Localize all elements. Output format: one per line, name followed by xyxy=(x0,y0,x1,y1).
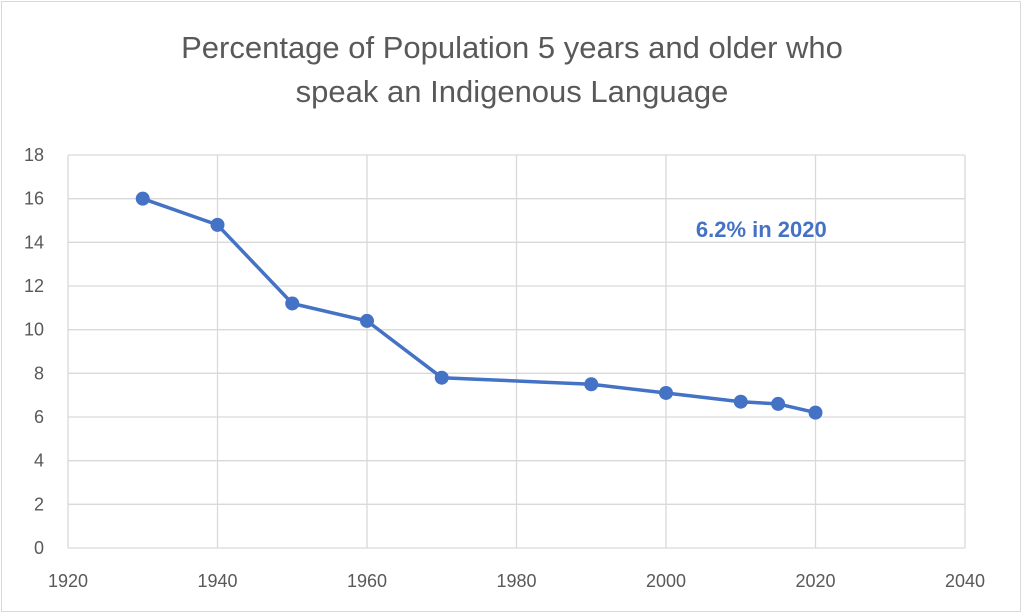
data-point xyxy=(808,405,823,420)
y-tick-label: 16 xyxy=(24,189,44,209)
data-point xyxy=(733,394,748,409)
y-tick-label: 4 xyxy=(34,451,44,471)
data-point xyxy=(434,370,449,385)
y-tick-label: 0 xyxy=(34,538,44,558)
chart-title-line-1: Percentage of Population 5 years and old… xyxy=(181,30,843,65)
x-tick-label: 2040 xyxy=(945,571,985,591)
y-tick-label: 10 xyxy=(24,320,44,340)
y-tick-label: 2 xyxy=(34,494,44,514)
annotations: 6.2% in 2020 xyxy=(696,217,827,242)
series-line xyxy=(142,197,816,415)
chart-title-line-2: speak an Indigenous Language xyxy=(295,74,729,109)
y-tick-label: 18 xyxy=(24,145,44,165)
x-tick-label: 2000 xyxy=(646,571,686,591)
gridlines xyxy=(67,154,966,549)
y-tick-label: 8 xyxy=(34,363,44,383)
y-tick-label: 14 xyxy=(24,232,44,252)
data-point xyxy=(771,396,786,411)
series-population-indigenous-language xyxy=(135,191,823,420)
y-tick-label: 6 xyxy=(34,407,44,427)
annotation-label: 6.2% in 2020 xyxy=(696,217,827,242)
data-point xyxy=(584,377,599,392)
y-tick-label: 12 xyxy=(24,276,44,296)
data-point xyxy=(659,385,673,400)
data-point xyxy=(135,191,150,206)
data-point xyxy=(285,296,300,311)
x-tick-label: 1920 xyxy=(48,571,88,591)
chart-title: Percentage of Population 5 years and old… xyxy=(0,26,1024,114)
x-tick-label: 2020 xyxy=(795,571,835,591)
axes: 0 2 4 6 8 10 12 14 16 18 1920 1940 1960 1980 2000 2020 2… xyxy=(24,145,985,591)
x-tick-label: 1980 xyxy=(496,571,536,591)
x-tick-label: 1960 xyxy=(347,571,387,591)
x-tick-label: 1940 xyxy=(197,571,237,591)
data-point xyxy=(210,217,225,232)
data-point xyxy=(360,313,374,328)
